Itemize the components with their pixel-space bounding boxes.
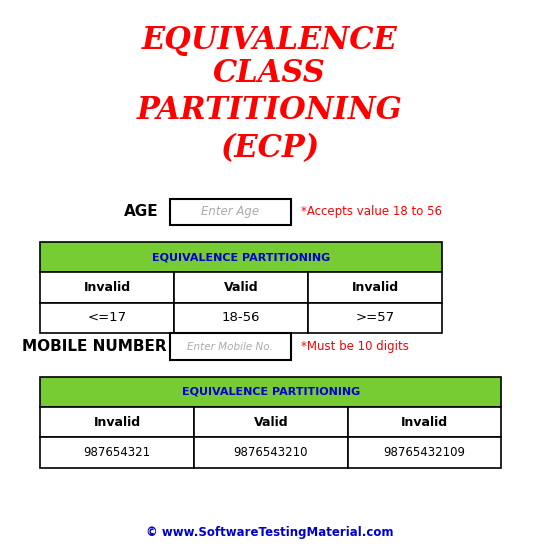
FancyBboxPatch shape xyxy=(40,302,174,333)
Text: >=57: >=57 xyxy=(356,311,395,324)
Text: Enter Mobile No.: Enter Mobile No. xyxy=(188,342,273,351)
FancyBboxPatch shape xyxy=(170,199,291,225)
Text: <=17: <=17 xyxy=(88,311,127,324)
Text: (ECP): (ECP) xyxy=(220,133,319,164)
Text: EQUIVALENCE PARTITIONING: EQUIVALENCE PARTITIONING xyxy=(182,387,360,397)
Text: CLASS: CLASS xyxy=(213,58,326,89)
Text: EQUIVALENCE: EQUIVALENCE xyxy=(142,25,397,56)
FancyBboxPatch shape xyxy=(194,407,348,437)
Text: EQUIVALENCE PARTITIONING: EQUIVALENCE PARTITIONING xyxy=(152,252,330,262)
FancyBboxPatch shape xyxy=(40,437,194,467)
Text: 98765432109: 98765432109 xyxy=(383,446,466,459)
FancyBboxPatch shape xyxy=(40,272,174,302)
FancyBboxPatch shape xyxy=(348,407,501,437)
FancyBboxPatch shape xyxy=(194,437,348,467)
FancyBboxPatch shape xyxy=(308,302,442,333)
Text: *Accepts value 18 to 56: *Accepts value 18 to 56 xyxy=(301,205,442,218)
Text: Valid: Valid xyxy=(253,416,288,428)
Text: AGE: AGE xyxy=(125,204,159,219)
FancyBboxPatch shape xyxy=(40,377,501,407)
FancyBboxPatch shape xyxy=(40,242,442,272)
Text: Valid: Valid xyxy=(224,281,259,294)
Text: PARTITIONING: PARTITIONING xyxy=(136,95,403,125)
Text: Invalid: Invalid xyxy=(401,416,448,428)
Text: 987654321: 987654321 xyxy=(84,446,151,459)
Text: 18-56: 18-56 xyxy=(222,311,260,324)
Text: Invalid: Invalid xyxy=(351,281,399,294)
FancyBboxPatch shape xyxy=(40,407,194,437)
FancyBboxPatch shape xyxy=(348,437,501,467)
FancyBboxPatch shape xyxy=(174,302,308,333)
Text: MOBILE NUMBER: MOBILE NUMBER xyxy=(22,339,166,354)
FancyBboxPatch shape xyxy=(308,272,442,302)
Text: Invalid: Invalid xyxy=(94,416,141,428)
Text: 9876543210: 9876543210 xyxy=(233,446,308,459)
Text: *Must be 10 digits: *Must be 10 digits xyxy=(301,340,409,353)
FancyBboxPatch shape xyxy=(174,272,308,302)
Text: Enter Age: Enter Age xyxy=(202,205,259,218)
FancyBboxPatch shape xyxy=(170,333,291,360)
Text: Invalid: Invalid xyxy=(84,281,131,294)
Text: © www.SoftwareTestingMaterial.com: © www.SoftwareTestingMaterial.com xyxy=(146,526,393,539)
